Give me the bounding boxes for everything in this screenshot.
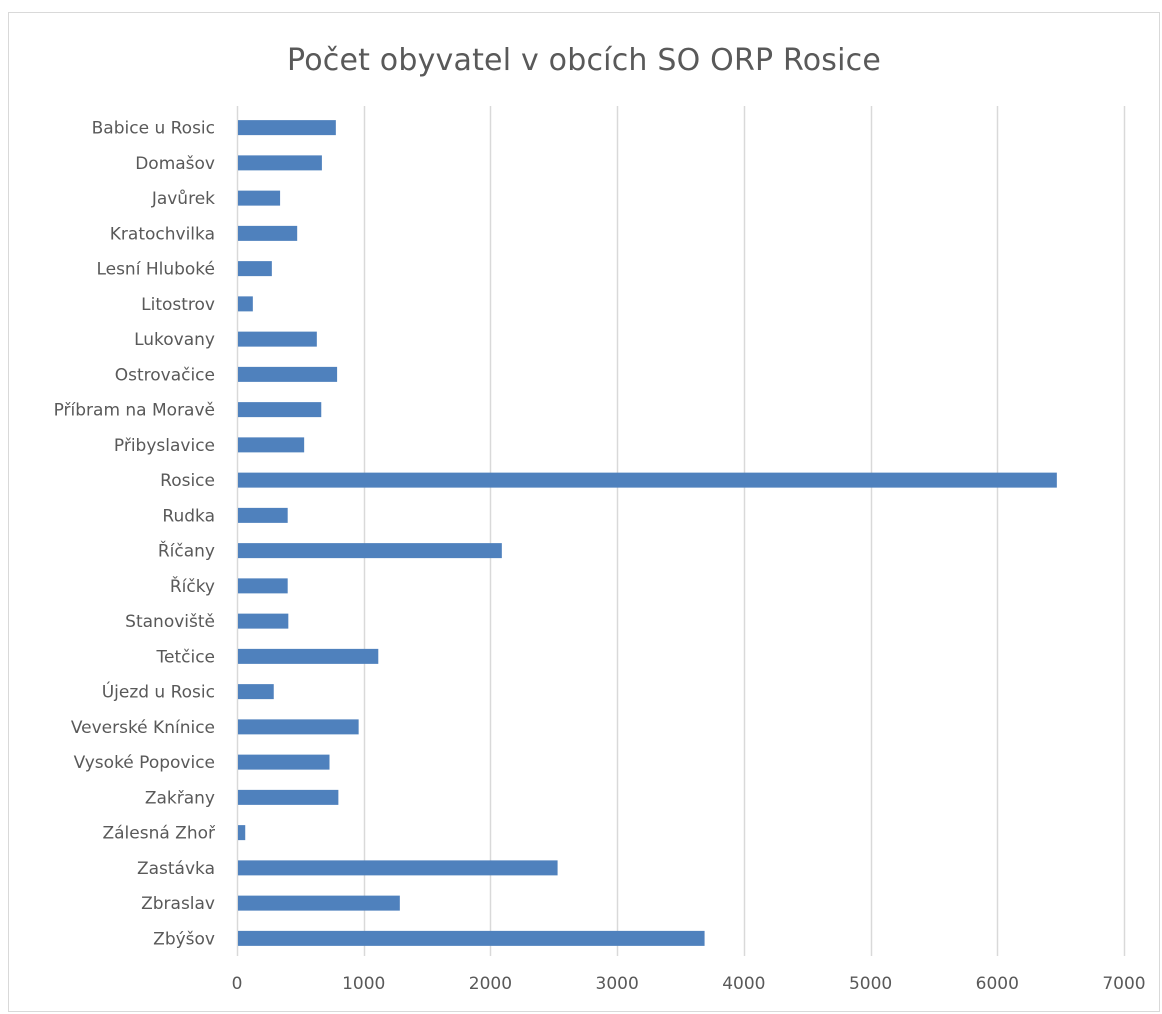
bar [238, 120, 336, 136]
category-label: Domašov [135, 154, 215, 174]
category-label: Rosice [160, 471, 215, 491]
category-label: Zálesná Zhoř [102, 824, 216, 844]
category-label: Lukovany [134, 330, 215, 350]
category-label: Litostrov [141, 295, 215, 315]
category-label: Říčky [170, 575, 215, 597]
bar [238, 155, 322, 171]
x-tick-label: 7000 [1102, 974, 1145, 994]
x-tick-label: 1000 [342, 974, 385, 994]
bar [238, 825, 246, 841]
bar [238, 895, 400, 911]
x-tick-label: 6000 [976, 974, 1019, 994]
bar [238, 684, 274, 700]
category-label: Vysoké Popovice [74, 753, 215, 773]
bar [238, 789, 339, 805]
bar [238, 331, 317, 347]
category-label: Veverské Knínice [71, 718, 215, 738]
category-label: Zbraslav [141, 894, 215, 914]
bar [238, 261, 272, 277]
category-label: Tetčice [156, 647, 216, 667]
x-tick-label: 3000 [596, 974, 639, 994]
x-tick-label: 2000 [469, 974, 512, 994]
bar [238, 543, 502, 559]
bar [238, 754, 330, 770]
chart-title: Počet obyvatel v obcích SO ORP Rosice [286, 43, 881, 78]
category-label: Zakřany [145, 788, 215, 808]
category-label: Ostrovačice [115, 365, 215, 385]
bar [238, 225, 298, 241]
category-label: Rudka [162, 506, 215, 526]
x-tick-label: 0 [232, 974, 243, 994]
category-label: Zastávka [137, 859, 215, 879]
bar [238, 507, 288, 523]
bar [238, 719, 359, 735]
category-label: Javůrek [151, 189, 215, 209]
category-label: Babice u Rosic [92, 119, 215, 139]
bar [238, 860, 558, 876]
bar [238, 578, 288, 594]
bar [238, 648, 379, 664]
bar [238, 296, 253, 312]
x-tick-label: 5000 [849, 974, 892, 994]
x-tick-label: 4000 [722, 974, 765, 994]
bar [238, 190, 281, 206]
category-label: Zbýšov [153, 929, 215, 949]
bar [238, 366, 338, 382]
chart-frame: Počet obyvatel v obcích SO ORP Rosice [8, 12, 1160, 1012]
bar [238, 402, 322, 418]
category-label: Újezd u Rosic [102, 681, 215, 703]
bar [238, 930, 705, 946]
category-label: Příbram na Moravě [54, 401, 215, 421]
bar [238, 472, 1057, 488]
category-label: Přibyslavice [114, 436, 215, 456]
category-label: Stanoviště [125, 612, 215, 632]
category-label: Říčany [158, 540, 215, 562]
bar [238, 613, 289, 629]
category-label: Kratochvilka [110, 224, 215, 244]
bar [238, 437, 305, 453]
category-label: Lesní Hluboké [96, 260, 215, 280]
